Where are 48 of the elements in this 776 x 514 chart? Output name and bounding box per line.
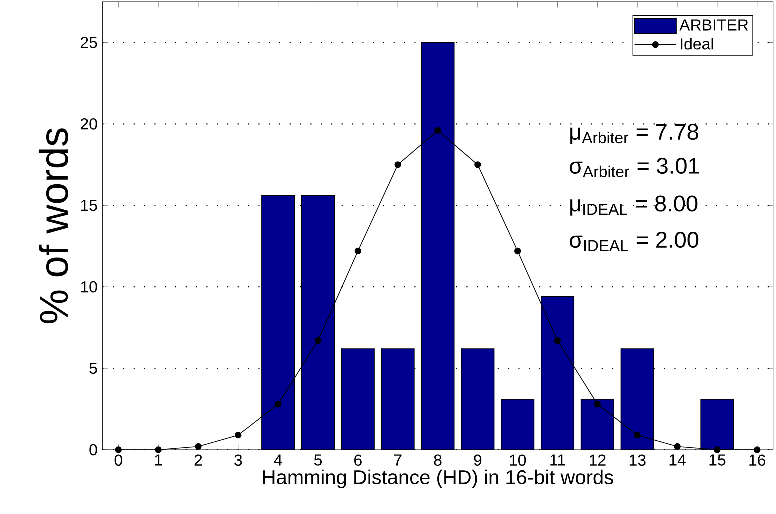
x-tick-label: 15 [710, 454, 726, 466]
y-tick-label: 25 [80, 37, 98, 48]
point [674, 443, 681, 450]
point [274, 401, 282, 408]
x-tick-label: 8 [434, 454, 442, 466]
legend-label: Ideal [681, 38, 714, 50]
x-tick-label: 2 [194, 454, 202, 466]
point [115, 446, 122, 454]
y-tick-label: 15 [81, 200, 98, 212]
point [754, 446, 761, 454]
point [594, 401, 602, 408]
x-tick-label: 12 [590, 454, 606, 466]
point [634, 432, 641, 439]
x-tick-label: 3 [234, 454, 242, 466]
x-axis-title: Hamming Distance (HD) in 16-bit words [263, 470, 614, 488]
x-tick-label: 4 [274, 454, 282, 466]
point [474, 162, 482, 168]
x-tick-label: 0 [114, 454, 122, 466]
x-tick-label: 16 [750, 454, 766, 466]
legend-label: ARBITER [680, 20, 748, 31]
annotation: σ$_{Arbiter}$ = 3.01 [570, 158, 700, 178]
annotation: σ$_{IDEAL}$ = 2.00 [570, 232, 699, 252]
point [714, 446, 721, 454]
point [434, 127, 442, 134]
y-axis-title: % of words [38, 128, 68, 324]
x-tick-label: 13 [630, 454, 646, 466]
x-tick-label: 1 [155, 454, 162, 466]
y-tick-label: 5 [90, 362, 98, 374]
point [354, 248, 362, 255]
point [314, 338, 322, 344]
point [195, 443, 202, 450]
annotation: μ$_{Arbiter}$ = 7.78 [570, 124, 698, 144]
y-tick-label: 20 [80, 118, 98, 130]
x-tick-label: 10 [510, 454, 526, 466]
annotation: μ$_{IDEAL}$ = 8.00 [570, 196, 698, 216]
point [235, 432, 242, 439]
point [514, 248, 522, 255]
x-tick-label: 9 [474, 454, 482, 466]
y-tick-label: 0 [90, 444, 98, 456]
point [155, 446, 162, 454]
x-tick-label: 5 [314, 454, 322, 466]
y-tick-label: 10 [81, 281, 98, 293]
x-tick-label: 11 [550, 454, 566, 466]
x-tick-label: 7 [394, 454, 402, 466]
point [394, 162, 402, 168]
point [554, 338, 562, 344]
x-tick-label: 6 [354, 454, 362, 466]
x-tick-label: 14 [670, 454, 686, 466]
